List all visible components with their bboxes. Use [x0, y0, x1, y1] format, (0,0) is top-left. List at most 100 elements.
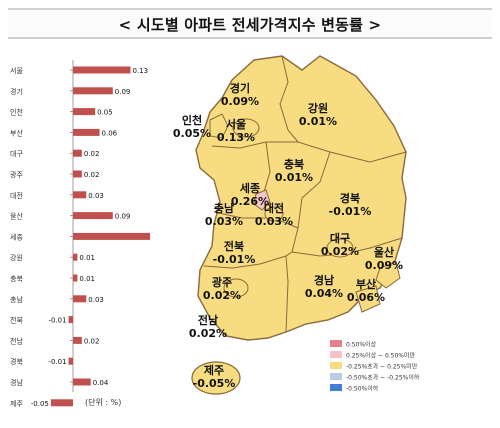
region-value-label: 0.26% — [231, 195, 269, 208]
category-label: 충남 — [10, 295, 23, 304]
region-value-label: 0.09% — [221, 95, 259, 108]
category-label: 울산 — [10, 212, 23, 221]
busan-area — [355, 285, 381, 313]
region-value-label: 0.06% — [347, 291, 385, 304]
region-name-label: 경남 — [314, 273, 334, 287]
bar — [73, 170, 82, 178]
legend-label: -0.50%이하 — [346, 385, 379, 393]
title-band: < 시도별 아파트 전세가격지수 변동률 > — [8, 8, 492, 39]
region-value-label: 0.02% — [189, 327, 227, 340]
bar — [73, 66, 131, 74]
value-label: 0.09 — [115, 88, 131, 96]
legend-label: -0.25%초과 ~ 0.25%미만 — [346, 363, 418, 371]
daejeon-area — [264, 206, 284, 222]
region-value-label: 0.01% — [275, 171, 313, 184]
bar — [73, 253, 78, 261]
region-name-label: 강원 — [308, 101, 328, 115]
bar — [73, 274, 78, 282]
region-name-label: 인천 — [182, 113, 202, 127]
legend-label: 0.25%이상 ~ 0.50%미만 — [346, 352, 416, 360]
map-land — [191, 55, 407, 395]
category-label: 인천 — [10, 108, 23, 117]
category-label: 세종 — [10, 232, 23, 241]
bar — [73, 149, 82, 157]
value-label: 0.02 — [84, 337, 100, 345]
border-jeonbuk-jeonnam — [203, 255, 287, 269]
category-label: 전남 — [10, 336, 23, 345]
value-label: 0.01 — [79, 275, 95, 283]
regional-bar-chart: 서울 0.13 경기 0.09 인천 0.05 부산 0.06 대구 0.02 광주 0.02 대전 0.… — [10, 60, 150, 408]
legend-label: -0.50%초과 ~ -0.25%이하 — [346, 374, 420, 382]
region-name-label: 울산 — [374, 245, 394, 259]
value-label: 0.01 — [79, 254, 95, 262]
page-title: < 시도별 아파트 전세가격지수 변동률 > — [118, 16, 382, 34]
value-label: 0.09 — [115, 213, 131, 221]
bar — [73, 212, 113, 220]
bar — [73, 232, 150, 240]
bar — [73, 128, 100, 136]
gwangju-area — [223, 278, 249, 298]
region-value-label: 0.03% — [255, 215, 293, 228]
region-name-label: 전남 — [198, 313, 218, 327]
region-value-label: -0.01% — [213, 253, 256, 266]
legend-swatch — [330, 384, 342, 391]
bar — [73, 191, 87, 199]
value-label: 0.05 — [97, 109, 113, 117]
region-name-label: 대구 — [330, 231, 350, 245]
region-name-label: 경북 — [340, 191, 360, 205]
value-label: 0.06 — [102, 129, 118, 137]
ulsan-area — [375, 261, 401, 289]
seoul-area — [232, 118, 260, 138]
region-value-label: 0.01% — [299, 115, 337, 128]
category-label: 광주 — [10, 171, 23, 179]
region-value-label: 0.05% — [173, 127, 211, 140]
region-name-label: 서울 — [226, 117, 246, 131]
category-label: 경북 — [10, 357, 23, 366]
category-label: 경기 — [10, 87, 23, 96]
value-label: 0.04 — [93, 379, 109, 387]
region-value-label: -0.05% — [193, 377, 236, 390]
category-label: 서울 — [10, 66, 23, 75]
category-label: 경남 — [10, 378, 23, 387]
value-label: -0.01 — [48, 358, 66, 366]
category-label: 전북 — [10, 316, 23, 325]
sejong-area — [253, 189, 271, 211]
bar — [73, 336, 82, 344]
korea-region-map: 경기0.09%강원0.01%인천0.05%서울0.13%충북0.01%세종0.2… — [173, 55, 420, 395]
bar — [73, 108, 96, 116]
region-value-label: 0.09% — [365, 259, 403, 272]
region-name-label: 부산 — [356, 277, 376, 291]
category-label: 대전 — [10, 191, 23, 200]
bar — [68, 316, 73, 324]
border-chungnam-chungbuk — [263, 141, 275, 219]
unit-note: (단위 : %) — [85, 398, 122, 407]
region-name-label: 광주 — [212, 276, 232, 289]
region-name-label: 충북 — [284, 157, 304, 171]
category-label: 대구 — [10, 150, 23, 158]
category-label: 강원 — [10, 253, 23, 262]
region-value-label: 0.13% — [217, 131, 255, 144]
value-label: -0.05 — [31, 400, 49, 408]
legend-swatch — [330, 351, 342, 358]
region-name-label: 제주 — [204, 363, 224, 377]
bar — [73, 378, 91, 386]
region-name-label: 대전 — [264, 201, 284, 215]
value-label: 0.03 — [88, 192, 104, 200]
border-west-east — [285, 227, 299, 333]
value-label: 0.03 — [88, 296, 104, 304]
jeju-island — [191, 361, 241, 395]
bar — [73, 295, 87, 303]
border-chungbuk-gyeongbuk — [297, 151, 331, 229]
border-gyeonggi-gangwon — [279, 55, 299, 143]
legend-label: 0.50%이상 — [346, 341, 377, 349]
value-label: -0.01 — [48, 317, 66, 325]
bar — [73, 87, 113, 95]
category-label: 제주 — [10, 400, 23, 408]
value-label: 0.13 — [133, 67, 149, 75]
category-label: 충북 — [10, 274, 23, 283]
bar — [68, 357, 73, 365]
value-label: 0.02 — [84, 150, 100, 158]
incheon-area — [209, 113, 229, 139]
daegu-area — [326, 238, 354, 258]
